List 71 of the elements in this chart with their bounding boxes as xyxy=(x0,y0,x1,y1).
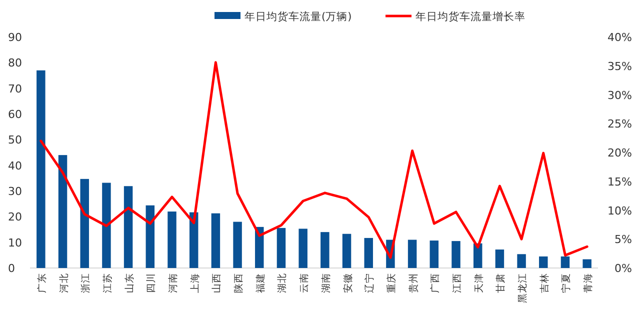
x-tick-label: 广东 xyxy=(36,273,48,293)
x-tick-label: 上海 xyxy=(188,273,201,293)
bar xyxy=(560,256,570,268)
bar xyxy=(452,241,460,268)
bar xyxy=(320,232,330,268)
bar xyxy=(539,256,548,268)
x-tick-label: 四川 xyxy=(145,273,158,293)
bar xyxy=(495,250,504,268)
y2-tick-label: 25% xyxy=(608,118,632,131)
legend-label: 年日均货车流量增长率 xyxy=(416,10,526,23)
x-tick-label: 河北 xyxy=(58,273,70,293)
x-tick-label: 辽宁 xyxy=(364,273,376,293)
x-tick-label: 广西 xyxy=(429,273,442,293)
x-tick-label: 江苏 xyxy=(101,273,114,293)
bar xyxy=(298,228,308,268)
y-tick-label: 0 xyxy=(8,262,15,275)
line-series xyxy=(40,61,588,259)
bar xyxy=(211,213,220,268)
x-tick-label: 河南 xyxy=(167,273,179,293)
x-tick-label: 重庆 xyxy=(385,273,398,293)
y2-tick-label: 20% xyxy=(608,146,632,160)
bar xyxy=(168,212,176,268)
y-tick-label: 50 xyxy=(8,134,22,147)
y2-tick-label: 35% xyxy=(608,60,632,73)
y2-tick-label: 30% xyxy=(608,88,632,102)
x-tick-label: 云南 xyxy=(298,273,310,293)
y-tick-label: 60 xyxy=(8,108,22,121)
x-tick-label: 湖南 xyxy=(320,273,332,293)
bar xyxy=(80,178,89,268)
bar xyxy=(102,182,111,268)
x-tick-label: 江西 xyxy=(451,273,463,293)
bar xyxy=(364,238,373,268)
x-tick-label: 湖北 xyxy=(276,273,288,293)
bar xyxy=(255,226,264,268)
y2-tick-label: 15% xyxy=(608,175,632,188)
bar xyxy=(124,186,133,268)
y2-tick-label: 5% xyxy=(614,233,632,246)
x-tick-label: 福建 xyxy=(254,273,266,293)
x-tick-label: 甘肃 xyxy=(494,273,507,293)
x-tick-label: 安徽 xyxy=(342,273,354,293)
x-tick-label: 黑龙江 xyxy=(516,273,529,303)
bar xyxy=(408,240,417,268)
x-tick-label: 陕西 xyxy=(232,273,245,293)
x-tick-label: 宁夏 xyxy=(560,273,572,293)
x-tick-label: 浙江 xyxy=(80,273,92,293)
bar xyxy=(36,70,46,268)
x-tick-label: 吉林 xyxy=(538,273,550,293)
y2-tick-label: 10% xyxy=(608,204,632,218)
y-tick-label: 40 xyxy=(8,159,22,172)
x-tick-label: 山东 xyxy=(123,273,136,293)
y2-tick-label: 40% xyxy=(608,31,632,44)
y2-tick-label: 0% xyxy=(614,262,632,275)
y-tick-label: 80 xyxy=(8,56,22,70)
y-tick-label: 70 xyxy=(8,82,22,96)
bar xyxy=(582,259,592,268)
x-tick-label: 青海 xyxy=(582,273,594,293)
y-tick-label: 10 xyxy=(8,236,22,250)
y-tick-label: 90 xyxy=(8,31,22,44)
x-tick-label: 贵州 xyxy=(407,273,420,293)
bar xyxy=(233,222,242,268)
bar xyxy=(430,240,439,268)
bar xyxy=(146,205,155,268)
bar xyxy=(342,234,352,268)
legend-label: 年日均货车流量(万辆) xyxy=(244,10,352,23)
y-tick-label: 30 xyxy=(8,185,22,198)
bar xyxy=(58,155,68,268)
y-tick-label: 20 xyxy=(8,210,22,224)
bar xyxy=(517,254,526,268)
x-tick-label: 天津 xyxy=(472,273,485,293)
x-tick-label: 山西 xyxy=(210,273,223,293)
bar xyxy=(276,228,286,268)
